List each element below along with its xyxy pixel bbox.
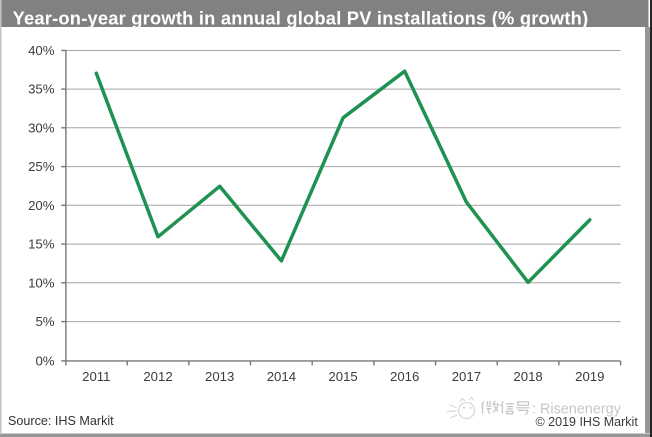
svg-text:30%: 30% <box>28 120 55 135</box>
svg-text:2016: 2016 <box>390 369 419 384</box>
svg-text:15%: 15% <box>28 237 55 252</box>
svg-text:: Risenenergy: : Risenenergy <box>532 401 622 417</box>
svg-text:2011: 2011 <box>82 369 110 384</box>
svg-text:© 2019 IHS Markit: © 2019 IHS Markit <box>535 415 638 429</box>
svg-text:40%: 40% <box>28 43 55 58</box>
svg-text:2013: 2013 <box>205 369 234 384</box>
svg-text:2014: 2014 <box>267 369 296 384</box>
svg-text:10%: 10% <box>28 275 55 290</box>
svg-text:Year-on-year growth in annual: Year-on-year growth in annual global PV … <box>13 7 589 28</box>
svg-text:2012: 2012 <box>143 369 172 384</box>
svg-text:0%: 0% <box>35 354 54 369</box>
svg-text:25%: 25% <box>28 159 55 174</box>
svg-text:5%: 5% <box>35 314 54 329</box>
svg-text:20%: 20% <box>28 198 55 213</box>
svg-text:2017: 2017 <box>452 369 481 384</box>
svg-text:35%: 35% <box>28 82 55 97</box>
svg-text:2015: 2015 <box>328 369 357 384</box>
svg-text:Source: IHS Markit: Source: IHS Markit <box>8 414 114 428</box>
svg-text:2019: 2019 <box>575 369 604 384</box>
svg-text:2018: 2018 <box>513 369 542 384</box>
